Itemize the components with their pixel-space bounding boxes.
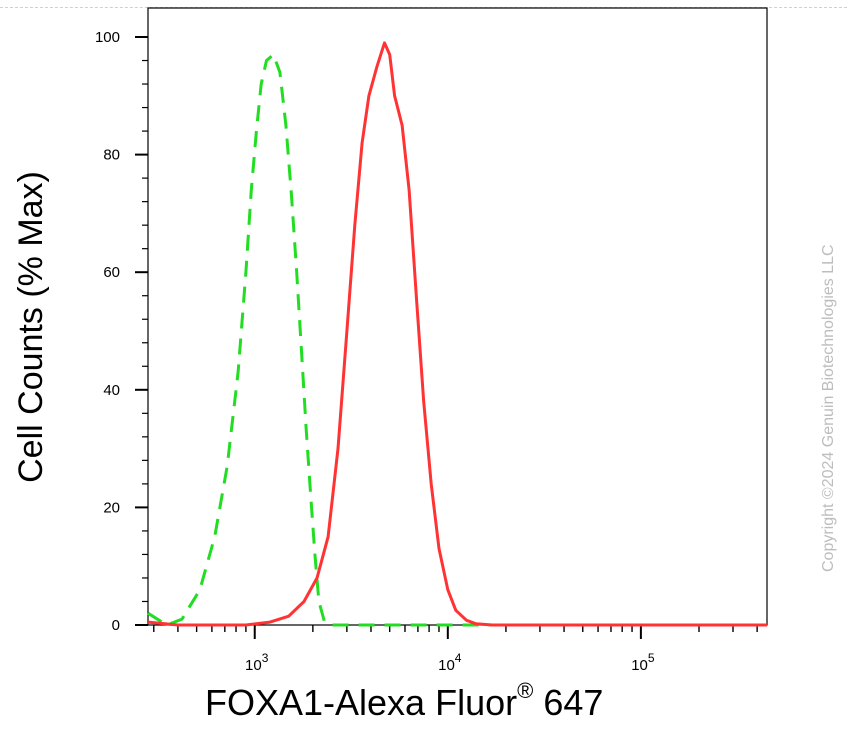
solid-series-line [147, 41, 767, 627]
y-tick-label: 80 [103, 147, 120, 164]
x-axis-title-main: FOXA1-Alexa Fluor [205, 682, 518, 723]
y-axis-title: Cell Counts (% Max) [12, 171, 50, 483]
y-tick-label: 40 [103, 382, 120, 399]
y-tick-label: 0 [112, 617, 120, 634]
y-tick-label: 60 [103, 264, 120, 281]
dashed-series-line [147, 53, 767, 627]
y-tick-label: 100 [95, 29, 120, 46]
y-tick-label: 20 [103, 499, 120, 516]
x-axis-title-registered-mark: ® [517, 678, 534, 703]
x-axis-title: FOXA1-Alexa Fluor® 647 [205, 678, 604, 724]
copyright-watermark: Copyright ©2024 Genuin Biotechnologies L… [820, 244, 837, 572]
plot-area [147, 41, 767, 627]
x-tick-label: 105 [631, 651, 655, 674]
x-tick-label: 104 [438, 651, 462, 674]
x-tick-label: 103 [245, 651, 269, 674]
axes: 0 20 40 60 80 100 103 104 105 [95, 7, 768, 674]
plot-frame [147, 7, 768, 626]
x-axis-title-tail: 647 [533, 682, 604, 723]
